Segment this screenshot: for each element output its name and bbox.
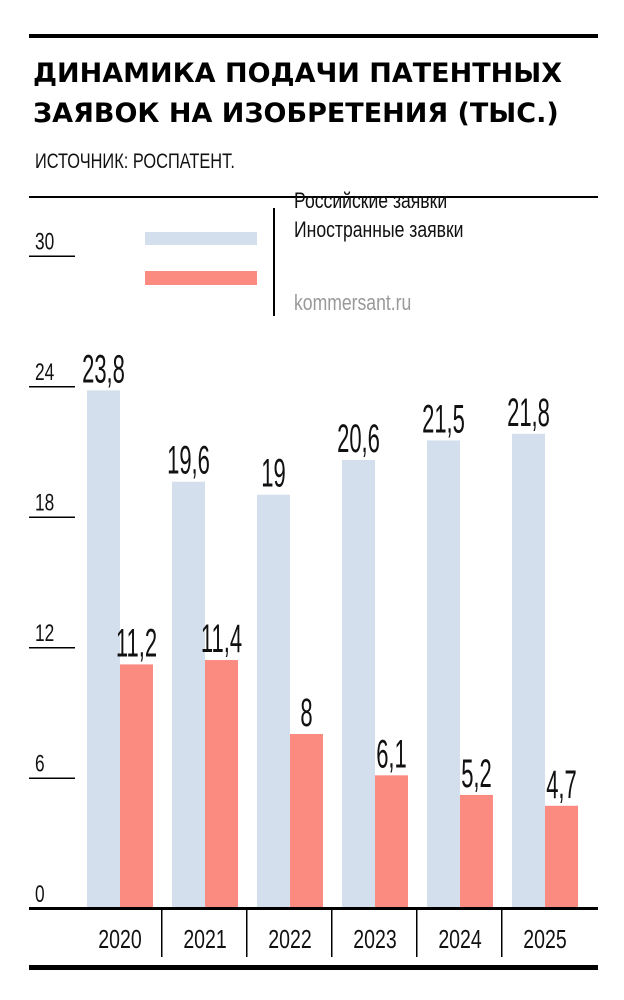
y-tick-label: 30 <box>35 229 54 255</box>
chart-title-line-2: ЗАЯВОК НА ИЗОБРЕТЕНИЯ (ТЫС.) <box>33 98 559 129</box>
legend-label-russian: Российские заявки <box>294 189 447 213</box>
bar-russian-2023 <box>342 459 375 908</box>
data-label: 19,6 <box>167 438 210 483</box>
data-label: 21,8 <box>507 390 550 435</box>
bar-russian-2022 <box>257 494 290 908</box>
data-label: 11,4 <box>201 616 242 661</box>
bottom-rule <box>29 965 598 970</box>
legend: Российские заявки Иностранные заявки <box>145 189 464 316</box>
x-group-separator <box>416 910 418 957</box>
data-label: 23,8 <box>82 346 125 391</box>
watermark: kommersant.ru <box>294 291 411 315</box>
legend-swatch-russian <box>145 232 257 245</box>
data-label: 4,7 <box>546 762 577 807</box>
bar-foreign-2020 <box>120 664 153 908</box>
x-tick-label: 2022 <box>268 924 311 953</box>
x-group-separator <box>501 910 503 957</box>
data-label: 5,2 <box>461 751 492 796</box>
y-tick-label: 0 <box>35 881 45 907</box>
bar-foreign-2022 <box>290 734 323 908</box>
y-tick-label: 6 <box>35 751 45 777</box>
data-label: 21,5 <box>422 396 465 441</box>
legend-label-foreign: Иностранные заявки <box>294 218 464 242</box>
data-labels: 23,8 11,2 19,6 11,4 19 8 20,6 6,1 21,5 5,2 21,8 4,7 <box>82 346 577 806</box>
y-tick-line <box>29 647 75 649</box>
data-label: 20,6 <box>337 416 380 461</box>
y-tick-line <box>29 516 75 518</box>
x-group-separator <box>331 910 333 957</box>
top-rule <box>29 34 598 38</box>
y-tick-line <box>29 255 75 257</box>
y-tick-label: 12 <box>35 620 54 646</box>
data-label: 6,1 <box>376 731 407 776</box>
x-tick-label: 2020 <box>98 924 141 953</box>
bar-foreign-2021 <box>205 660 238 908</box>
data-label: 19 <box>261 451 285 496</box>
bar-russian-2021 <box>172 481 205 908</box>
x-group-separator <box>246 910 248 957</box>
data-label: 8 <box>300 690 312 735</box>
header-rule <box>29 196 598 198</box>
bar-russian-2020 <box>87 390 120 909</box>
legend-divider <box>273 208 275 316</box>
y-tick-line <box>29 777 75 779</box>
x-tick-label: 2021 <box>183 924 226 953</box>
legend-swatch-foreign <box>145 271 257 285</box>
chart-subtitle: ИСТОЧНИК: РОСПАТЕНТ. <box>35 149 235 172</box>
bars <box>87 390 578 909</box>
bar-foreign-2024 <box>460 794 493 908</box>
y-tick-label: 18 <box>35 490 54 516</box>
x-axis: 2020 2021 2022 2023 2024 2025 <box>98 910 567 957</box>
y-tick-label: 24 <box>35 359 55 385</box>
x-group-separator <box>161 910 163 957</box>
chart-title-line-1: ДИНАМИКА ПОДАЧИ ПАТЕНТНЫХ <box>33 58 562 89</box>
data-label: 11,2 <box>116 620 157 665</box>
bar-russian-2025 <box>512 433 545 908</box>
y-tick-line <box>29 386 75 388</box>
bar-foreign-2025 <box>545 805 578 908</box>
x-tick-label: 2024 <box>438 924 482 953</box>
bar-foreign-2023 <box>375 775 408 908</box>
x-axis-baseline <box>29 907 598 910</box>
x-tick-label: 2023 <box>353 924 396 953</box>
bar-russian-2024 <box>427 440 460 908</box>
x-tick-label: 2025 <box>523 924 566 953</box>
y-axis: 0 6 12 18 24 30 <box>29 229 75 908</box>
